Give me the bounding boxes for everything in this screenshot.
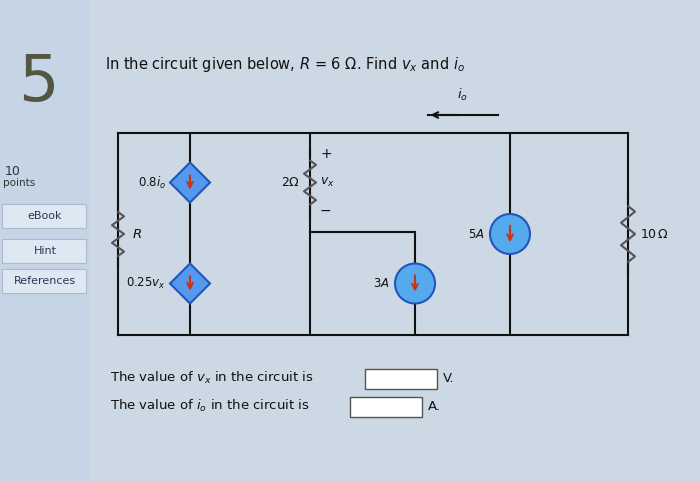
Text: $5A$: $5A$ <box>468 228 485 241</box>
Text: References: References <box>14 276 76 286</box>
Text: The value of $i_o$ in the circuit is: The value of $i_o$ in the circuit is <box>110 398 309 414</box>
Text: $0.8i_o$: $0.8i_o$ <box>138 174 166 190</box>
Text: The value of $v_x$ in the circuit is: The value of $v_x$ in the circuit is <box>110 370 314 386</box>
FancyBboxPatch shape <box>2 204 86 228</box>
Text: $2\Omega$: $2\Omega$ <box>281 176 300 189</box>
Text: −: − <box>320 203 332 217</box>
Text: $3A$: $3A$ <box>373 277 390 290</box>
Text: points: points <box>3 178 35 188</box>
Text: +: + <box>320 147 332 161</box>
Polygon shape <box>170 162 210 202</box>
FancyBboxPatch shape <box>2 239 86 263</box>
Text: Hint: Hint <box>34 246 57 256</box>
FancyBboxPatch shape <box>350 397 422 417</box>
FancyBboxPatch shape <box>0 0 90 482</box>
Text: $0.25v_x$: $0.25v_x$ <box>125 276 165 291</box>
Text: $i_o$: $i_o$ <box>457 87 468 103</box>
Text: V.: V. <box>443 373 454 386</box>
Polygon shape <box>170 264 210 304</box>
Text: $R$: $R$ <box>132 228 142 241</box>
Text: eBook: eBook <box>28 211 62 221</box>
Text: $10\,\Omega$: $10\,\Omega$ <box>640 228 669 241</box>
Text: A.: A. <box>428 401 441 414</box>
Circle shape <box>395 264 435 304</box>
Text: In the circuit given below, $R$ = 6 $\Omega$. Find $v_x$ and $i_o$: In the circuit given below, $R$ = 6 $\Om… <box>105 55 465 74</box>
Text: 5: 5 <box>18 52 59 114</box>
Text: 10: 10 <box>5 165 21 178</box>
Circle shape <box>490 214 530 254</box>
Text: $v_x$: $v_x$ <box>320 176 335 189</box>
FancyBboxPatch shape <box>2 269 86 293</box>
FancyBboxPatch shape <box>365 369 437 389</box>
